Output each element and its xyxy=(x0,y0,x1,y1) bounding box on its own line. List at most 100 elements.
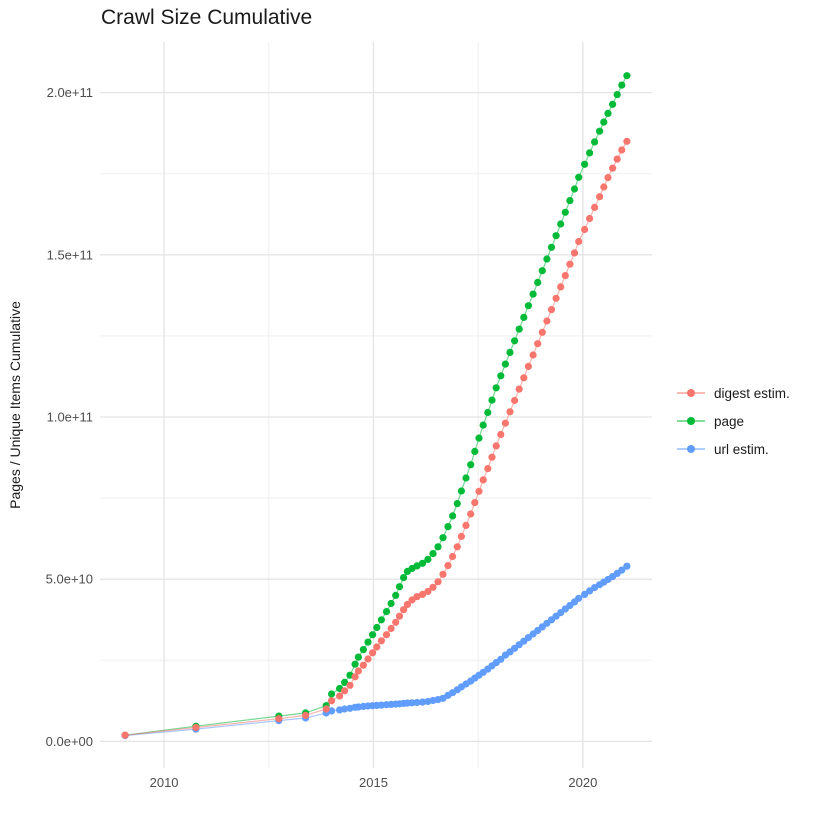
data-point-page xyxy=(529,290,537,298)
data-point-page xyxy=(418,559,427,567)
data-point-digest-estim xyxy=(395,612,404,620)
data-point-page xyxy=(328,690,336,698)
data-point-digest-estim xyxy=(479,476,487,484)
data-point-digest-estim xyxy=(570,249,579,257)
data-point-page xyxy=(471,447,479,455)
data-point-digest-estim xyxy=(618,146,626,154)
data-point-page xyxy=(557,220,565,228)
series-line-url-estim xyxy=(125,565,628,737)
data-point-page xyxy=(575,173,583,181)
data-point-digest-estim xyxy=(475,487,483,495)
data-point-page xyxy=(351,660,359,668)
data-point-digest-estim xyxy=(524,362,533,370)
data-point-digest-estim xyxy=(596,193,604,201)
data-point-digest-estim xyxy=(449,552,457,561)
y-axis-title: Pages / Unique Items Cumulative xyxy=(7,301,23,509)
data-point-page xyxy=(501,360,509,368)
data-point-digest-estim xyxy=(586,214,594,223)
data-point-page xyxy=(462,474,470,482)
data-point-digest-estim xyxy=(609,164,617,172)
data-point-page xyxy=(596,127,604,135)
data-point-digest-estim xyxy=(529,351,537,359)
data-point-digest-estim xyxy=(591,203,599,211)
data-point-digest-estim xyxy=(439,570,447,578)
data-point-digest-estim xyxy=(418,590,427,599)
legend-entry-digest-estim: digest estim. xyxy=(677,379,790,407)
data-point-digest-estim xyxy=(575,237,583,246)
data-point-page xyxy=(484,408,492,417)
data-point-page xyxy=(604,109,612,117)
data-point-digest-estim xyxy=(302,711,310,720)
data-point-page xyxy=(387,599,395,608)
data-point-page xyxy=(510,337,519,345)
y-tick-label: 2.0e+11 xyxy=(47,85,93,100)
data-point-url-estim xyxy=(328,707,336,715)
data-point-digest-estim xyxy=(488,453,496,461)
data-point-page xyxy=(547,243,556,251)
data-point-url-estim xyxy=(413,698,421,707)
data-point-page xyxy=(561,208,569,216)
data-point-page xyxy=(392,591,400,600)
data-point-page xyxy=(570,185,579,193)
data-point-digest-estim xyxy=(369,649,377,657)
data-point-digest-estim xyxy=(403,600,411,609)
data-point-page xyxy=(429,550,437,558)
data-point-page xyxy=(444,523,452,531)
data-point-page xyxy=(613,91,621,99)
data-point-page xyxy=(373,623,381,632)
data-point-page xyxy=(618,81,626,89)
data-point-page xyxy=(449,512,457,520)
data-point-page xyxy=(479,421,487,429)
legend-label: digest estim. xyxy=(714,385,790,401)
data-point-digest-estim xyxy=(457,532,465,541)
legend-key-digest-estim xyxy=(677,384,705,402)
data-point-page xyxy=(377,616,385,624)
data-point-digest-estim xyxy=(275,715,283,723)
data-point-digest-estim xyxy=(492,442,500,450)
legend-key-url-estim xyxy=(677,440,705,458)
data-point-digest-estim xyxy=(462,521,470,530)
y-tick-label: 5.0e+10 xyxy=(46,572,93,587)
data-point-url-estim xyxy=(623,562,631,570)
data-point-page xyxy=(586,149,594,157)
data-point-digest-estim xyxy=(534,340,542,348)
data-point-digest-estim xyxy=(515,385,523,393)
data-point-digest-estim xyxy=(387,624,395,633)
data-point-url-estim xyxy=(418,698,427,706)
data-point-digest-estim xyxy=(328,697,336,705)
data-point-digest-estim xyxy=(346,681,354,689)
data-point-page xyxy=(467,461,475,469)
data-point-digest-estim xyxy=(581,225,589,234)
data-point-page xyxy=(609,100,617,108)
legend-label: page xyxy=(714,413,745,429)
data-point-url-estim xyxy=(581,590,589,599)
data-point-page xyxy=(424,555,432,564)
data-point-digest-estim xyxy=(444,562,452,570)
data-point-page xyxy=(439,534,447,542)
data-point-digest-estim xyxy=(510,396,519,405)
data-point-page xyxy=(453,500,461,508)
data-point-page xyxy=(566,197,574,205)
data-point-page xyxy=(520,313,528,321)
data-point-digest-estim xyxy=(413,593,421,601)
legend: digest estim. page url estim. xyxy=(677,379,790,463)
data-point-digest-estim xyxy=(604,174,612,182)
data-point-digest-estim xyxy=(552,294,560,302)
data-point-digest-estim xyxy=(471,499,479,507)
x-tick-label: 2015 xyxy=(359,775,388,790)
data-point-page xyxy=(475,434,483,442)
data-point-page xyxy=(581,160,589,168)
data-point-page xyxy=(543,255,551,263)
data-point-digest-estim xyxy=(382,631,391,639)
data-point-page xyxy=(524,302,533,310)
legend-dot-icon xyxy=(687,417,695,425)
data-point-page xyxy=(538,267,546,275)
data-point-digest-estim xyxy=(623,137,631,145)
data-point-digest-estim xyxy=(501,419,509,427)
y-tick-label: 1.0e+11 xyxy=(47,410,93,425)
data-point-digest-estim xyxy=(192,723,200,732)
legend-entry-url-estim: url estim. xyxy=(677,435,790,463)
legend-dot-icon xyxy=(687,389,695,397)
data-point-page xyxy=(382,608,391,616)
data-point-digest-estim xyxy=(377,637,385,645)
